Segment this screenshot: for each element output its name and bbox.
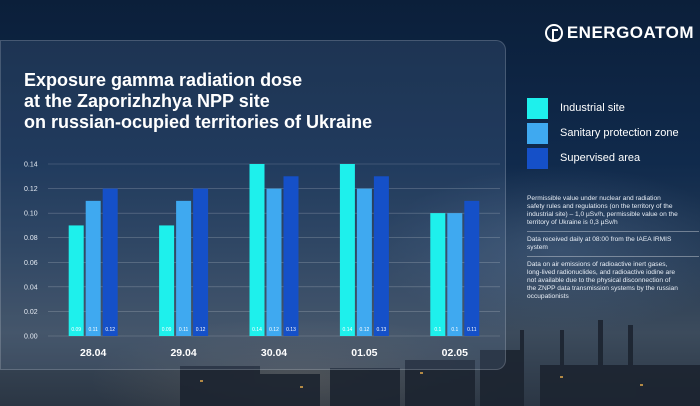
- legend-swatch-sanitary: [527, 123, 548, 144]
- legend-label-industrial: Industrial site: [560, 102, 625, 114]
- y-tick-label: 0.10: [24, 211, 38, 218]
- bar-value-label: 0.12: [269, 327, 279, 333]
- brand-name: ENERGOATOM: [566, 23, 694, 42]
- bar-value-label: 0.1: [451, 327, 458, 333]
- bar: [159, 225, 175, 336]
- title-line-2: at the Zaporizhzhya NPP site: [24, 91, 270, 111]
- bar-value-label: 0.11: [467, 327, 477, 333]
- y-tick-label: 0.12: [24, 186, 38, 193]
- energoatom-logo: ENERGOATOM: [544, 22, 694, 44]
- y-tick-label: 0.02: [24, 309, 38, 316]
- bar-value-label: 0.12: [105, 327, 115, 333]
- chart-title: Exposure gamma radiation dose at the Zap…: [24, 70, 464, 133]
- bar-value-label: 0.12: [196, 327, 206, 333]
- title-line-1: Exposure gamma radiation dose: [24, 70, 303, 90]
- bar: [102, 188, 118, 336]
- note-permissible-value: Permissible value under nuclear and radi…: [527, 195, 699, 232]
- title-line-3: on russian-ocupied territories of Ukrain…: [24, 112, 373, 132]
- y-tick-label: 0.04: [24, 284, 38, 291]
- bar: [373, 176, 389, 336]
- bar-chart: 0.00 0.02 0.04 0.06 0.08 0.10 0.12 0.14 0.09 0.11…: [24, 161, 480, 359]
- bar-value-label: 0.09: [71, 327, 81, 333]
- bar: [356, 188, 372, 336]
- x-tick-label: 29.04: [170, 347, 196, 359]
- x-tick-label: 01.05: [351, 347, 377, 359]
- bar: [464, 200, 480, 336]
- bar-value-label: 0.13: [286, 327, 296, 333]
- bar-value-label: 0.14: [252, 327, 262, 333]
- legend-label-sanitary: Sanitary protection zone: [560, 127, 679, 139]
- notes-panel: Permissible value under nuclear and radi…: [527, 195, 699, 309]
- bar-value-label: 0.09: [162, 327, 172, 333]
- bar: [249, 164, 265, 336]
- legend-label-supervised: Supervised area: [560, 152, 641, 164]
- bar: [68, 225, 84, 336]
- bar: [176, 200, 192, 336]
- bar-value-label: 0.12: [360, 327, 370, 333]
- bar: [193, 188, 209, 336]
- y-tick-label: 0.06: [24, 260, 38, 267]
- legend-swatch-industrial: [527, 98, 548, 119]
- bar: [447, 213, 463, 336]
- legend-swatch-supervised: [527, 148, 548, 169]
- x-tick-label: 02.05: [442, 347, 468, 359]
- bar: [266, 188, 282, 336]
- bar-value-label: 0.11: [89, 327, 99, 333]
- x-tick-label: 30.04: [261, 347, 287, 359]
- bar-value-label: 0.11: [179, 327, 189, 333]
- note-emissions-unavailable: Data on air emissions of radioactive ine…: [527, 261, 678, 300]
- bar: [430, 213, 446, 336]
- bar-value-label: 0.13: [377, 327, 387, 333]
- y-tick-label: 0.08: [24, 235, 38, 242]
- x-tick-label: 28.04: [80, 347, 106, 359]
- energoatom-emblem-icon: [544, 24, 563, 42]
- note-data-source: Data received daily at 08:00 from the IA…: [527, 236, 699, 257]
- bar: [85, 200, 101, 336]
- bar: [283, 176, 299, 336]
- bar: [339, 164, 355, 336]
- bar-value-label: 0.14: [343, 327, 353, 333]
- bar-value-label: 0.1: [434, 327, 441, 333]
- y-tick-label: 0.14: [24, 162, 38, 169]
- y-tick-label: 0.00: [24, 334, 38, 341]
